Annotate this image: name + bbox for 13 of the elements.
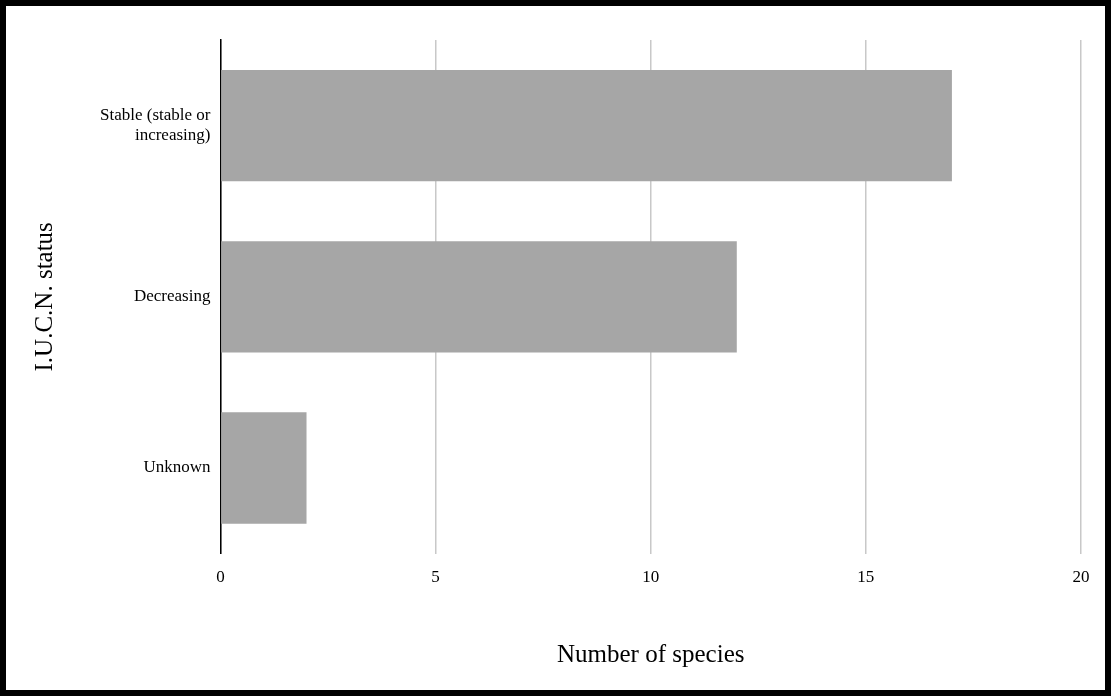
y-tick-label: Decreasing <box>134 286 211 306</box>
y-tick-label: Unknown <box>143 457 211 477</box>
bar <box>221 241 737 353</box>
bar <box>221 69 952 182</box>
x-tick-label: 15 <box>857 567 875 587</box>
bar <box>221 412 307 524</box>
y-axis-title: I.U.C.N. status <box>29 222 57 372</box>
x-tick-label: 20 <box>1072 567 1090 587</box>
y-tick-label: Stable (stable or increasing) <box>100 104 211 145</box>
x-tick-label: 10 <box>642 567 660 587</box>
x-tick-label: 0 <box>216 567 225 587</box>
x-axis-title: Number of species <box>557 639 745 667</box>
x-tick-label: 5 <box>431 567 440 587</box>
